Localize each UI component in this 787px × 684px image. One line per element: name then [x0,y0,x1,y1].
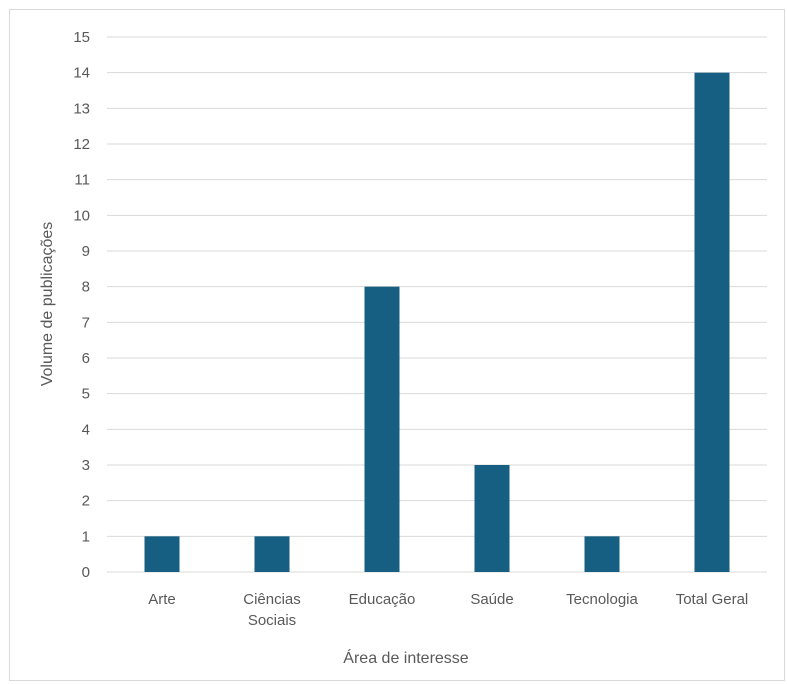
x-axis-categories: Arte Ciências Sociais Educação Saúde Tecnolog… [148,591,748,629]
y-axis-title: Volume de publicações [39,222,56,387]
bar [584,536,620,572]
bars [144,72,730,573]
bar [364,286,400,572]
y-tick-label: 8 [82,279,90,296]
x-tick-label: Tecnologia [566,591,638,608]
y-tick-label: 1 [82,528,90,545]
x-tick-label: Arte [148,591,176,608]
y-tick-label: 2 [82,493,90,510]
x-tick-label: Total Geral [676,591,749,608]
y-tick-label: 15 [73,29,90,46]
y-tick-label: 5 [82,386,90,403]
y-tick-label: 4 [82,421,90,438]
y-tick-label: 3 [82,457,90,474]
y-tick-label: 12 [73,136,90,153]
y-tick-label: 9 [82,243,90,260]
y-tick-label: 11 [74,172,90,189]
bar [254,536,290,572]
y-tick-label: 14 [73,65,90,82]
x-tick-label: Educação [349,591,416,608]
x-axis-title: Área de interesse [343,648,469,667]
y-tick-label: 0 [82,564,90,581]
y-tick-label: 10 [73,207,90,224]
y-tick-label: 13 [73,100,90,117]
x-tick-label: Saúde [470,591,513,608]
y-tick-label: 7 [82,314,90,331]
x-tick-label: Ciências Sociais [243,591,301,629]
bar [474,465,510,572]
y-tick-label: 6 [82,350,90,367]
gridlines [107,36,767,573]
bar [694,72,730,573]
bar [144,536,180,572]
